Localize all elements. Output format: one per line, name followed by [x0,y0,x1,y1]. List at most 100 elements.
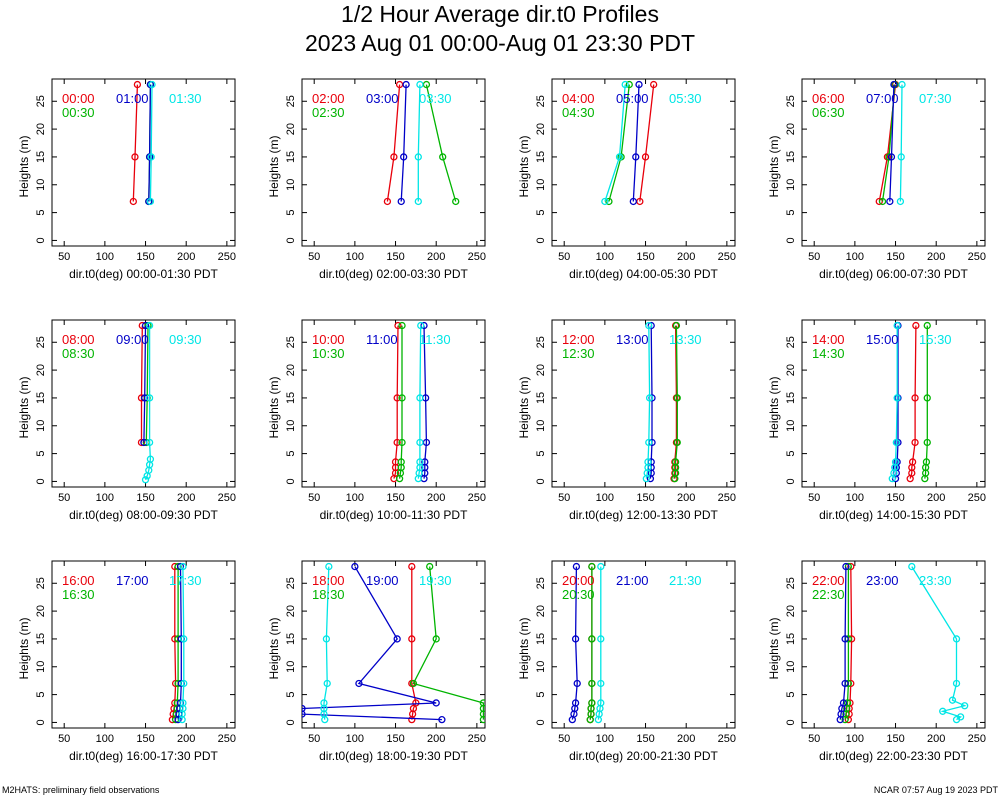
x-tick-label: 250 [718,492,736,504]
x-axis-label: dir.t0(deg) 08:00-09:30 PDT [69,508,218,522]
x-axis-label: dir.t0(deg) 16:00-17:30 PDT [69,749,218,763]
x-tick-label: 200 [177,251,195,263]
data-point [479,699,485,707]
y-tick-label: 10 [535,661,547,673]
profile-panel-4: 50 100 150 200 250 0 5 10 15 20 25 dir.t0(deg) 08:0… [17,319,236,522]
data-point [394,321,402,330]
y-tick-label: 20 [35,123,47,135]
data-point [180,635,188,643]
data-point [439,153,447,161]
data-point [417,321,425,330]
y-tick-label: 25 [285,95,297,107]
data-point [146,197,155,206]
y-tick-label: 25 [285,577,297,589]
series-line-03:00 [400,84,407,202]
data-point [398,394,406,402]
series-line-09:00 [143,325,147,443]
series-group [875,80,906,206]
plot-frame [801,560,986,729]
series-line-18:00 [411,566,417,720]
y-tick-label: 5 [285,692,297,698]
legend-label: 16:00 [62,573,95,588]
data-point [597,562,605,571]
x-tick-label: 250 [468,492,486,504]
data-point [588,679,596,688]
series-line-04:00 [639,84,655,202]
y-axis-label: Heights (m) [17,376,31,438]
legend-label: 07:00 [866,91,899,106]
y-tick-label: 5 [535,451,547,457]
legend-label: 11:00 [366,332,398,347]
figure-title: 1/2 Hour Average dir.t0 Profiles 2023 Au… [0,0,1000,58]
data-point [952,635,961,643]
legend-label: 03:00 [366,91,399,106]
series-group [129,80,156,206]
x-tick-label: 150 [136,733,154,745]
x-tick-label: 200 [427,251,445,263]
y-tick-label: 10 [285,661,297,673]
data-point [597,635,605,643]
y-tick-label: 0 [535,478,547,484]
series-line-04:30 [608,84,630,202]
legend-label: 19:30 [419,573,452,588]
series-group [390,321,431,483]
plot-frame [301,319,486,488]
y-tick-label: 0 [535,719,547,725]
data-point [890,80,898,89]
y-tick-label: 10 [785,179,797,191]
legend-label: 08:30 [62,346,95,361]
series-line-05:00 [632,84,640,202]
series-line-16:00 [171,566,177,720]
data-point [923,394,931,402]
data-point [887,153,896,161]
profile-panel-2: 50 100 150 200 250 0 5 10 15 20 25 dir.t0(deg) 04:0… [517,78,736,281]
data-point [145,438,154,447]
data-point [400,153,408,161]
series-line-17:30 [181,566,185,720]
y-tick-label: 20 [785,123,797,135]
series-line-23:00 [839,566,847,720]
legend-label: 18:00 [312,573,345,588]
data-point [452,197,460,206]
x-tick-label: 150 [886,251,904,263]
data-point [629,197,637,206]
series-line-07:30 [899,84,903,202]
series-line-21:00 [571,566,578,720]
series-line-19:00 [302,566,442,721]
x-tick-label: 250 [218,492,236,504]
x-tick-label: 100 [96,251,114,263]
legend-label: 07:30 [919,91,952,106]
plot-frame [551,78,736,247]
x-tick-label: 200 [677,492,695,504]
legend-label: 06:00 [812,91,845,106]
legend-label: 08:00 [62,332,95,347]
x-tick-label: 250 [718,251,736,263]
data-point [588,699,596,707]
y-tick-label: 10 [785,661,797,673]
y-tick-label: 0 [285,237,297,243]
data-point [893,394,901,402]
y-tick-label: 0 [35,478,47,484]
y-tick-label: 25 [785,577,797,589]
x-tick-label: 150 [136,251,154,263]
x-tick-label: 200 [427,733,445,745]
y-tick-label: 20 [535,605,547,617]
plot-frame [301,560,486,729]
y-tick-label: 0 [35,237,47,243]
legend-label: 04:00 [562,91,595,106]
series-group [168,562,188,724]
y-tick-label: 10 [535,420,547,432]
data-point [644,458,652,466]
x-tick-label: 100 [346,492,364,504]
y-axis-label: Heights (m) [17,135,31,197]
series-line-14:00 [909,325,917,479]
profile-panel-3: 50 100 150 200 250 0 5 10 15 20 25 dir.t0(deg) 06:0… [767,78,986,281]
legend-label: 12:30 [562,346,595,361]
data-point [672,321,681,330]
data-point [948,696,957,704]
profile-panel-1: 50 100 150 200 250 0 5 10 15 20 25 dir.t0(deg) 02:0… [267,78,486,281]
data-point [615,153,624,161]
plot-frame [51,78,236,247]
data-point [141,476,150,484]
